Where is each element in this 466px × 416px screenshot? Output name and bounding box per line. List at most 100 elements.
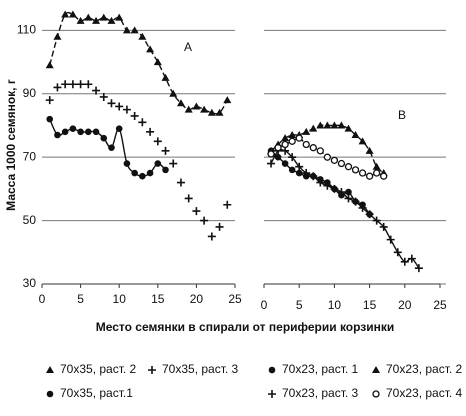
data-point — [281, 140, 289, 149]
data-point — [138, 32, 147, 40]
legend-label: 70х35, раст.1 — [60, 386, 133, 400]
legend-label: 70х35, раст. 2 — [60, 362, 137, 376]
panel-label: А — [184, 40, 192, 54]
data-point — [146, 45, 155, 53]
data-point — [76, 16, 85, 24]
data-point — [61, 10, 70, 18]
data-point — [45, 61, 54, 69]
data-point — [400, 257, 409, 266]
data-point — [46, 115, 54, 123]
data-point — [323, 153, 332, 161]
data-point — [92, 128, 100, 136]
data-point — [309, 172, 318, 181]
data-point — [68, 80, 77, 89]
trend-line — [49, 11, 228, 115]
data-point — [414, 264, 423, 273]
data-point — [337, 121, 346, 129]
trend-line — [270, 148, 420, 269]
data-point — [176, 178, 185, 187]
x-tick-label: 10 — [328, 298, 342, 312]
data-point — [379, 222, 388, 231]
data-point — [139, 172, 146, 180]
data-point — [295, 169, 303, 177]
data-point — [344, 163, 353, 171]
y-tick-label: 30 — [23, 276, 37, 290]
data-point — [99, 92, 108, 101]
data-point — [330, 184, 339, 193]
data-point — [365, 210, 374, 219]
data-point — [115, 13, 124, 21]
data-point — [267, 159, 276, 168]
data-point — [302, 169, 311, 178]
data-point — [323, 181, 332, 190]
data-point — [77, 128, 84, 136]
legend-label: 70х23, раст. 4 — [386, 386, 463, 400]
data-point — [76, 80, 85, 89]
data-point — [154, 160, 162, 167]
data-point — [215, 222, 224, 231]
data-point — [223, 96, 232, 104]
data-point — [61, 80, 70, 89]
data-point — [295, 162, 304, 171]
data-point — [330, 121, 339, 129]
x-tick-label: 5 — [77, 292, 84, 306]
data-point — [162, 166, 169, 174]
y-tick-label: 70 — [23, 149, 37, 163]
data-point — [316, 178, 325, 187]
data-point — [122, 26, 131, 34]
legend-marker — [46, 390, 54, 398]
data-point — [138, 118, 147, 127]
data-point — [281, 160, 289, 167]
data-point — [192, 102, 201, 110]
data-point — [85, 128, 92, 136]
data-point — [365, 172, 374, 180]
data-point — [84, 80, 93, 89]
data-point — [131, 169, 138, 177]
data-point — [84, 13, 93, 21]
data-point — [123, 160, 131, 167]
data-point — [184, 105, 193, 113]
data-point — [161, 73, 170, 81]
data-point — [288, 153, 297, 162]
y-tick-label: 50 — [23, 213, 37, 227]
data-point — [316, 121, 325, 129]
data-point — [146, 127, 155, 136]
data-point — [393, 248, 402, 257]
data-point — [192, 207, 201, 216]
data-point — [351, 197, 360, 206]
data-point — [372, 169, 381, 177]
data-point — [92, 16, 101, 24]
data-point — [54, 131, 61, 139]
data-point — [223, 200, 232, 209]
data-point — [153, 137, 162, 146]
data-point — [274, 153, 282, 161]
data-point — [100, 134, 108, 142]
data-point — [99, 13, 108, 21]
data-point — [351, 130, 360, 138]
legend-marker — [372, 366, 380, 373]
x-tick-label: 15 — [151, 292, 165, 306]
data-point — [68, 10, 77, 18]
legend-marker — [372, 390, 380, 398]
legend-marker — [46, 366, 54, 373]
data-point — [323, 121, 332, 129]
data-point — [200, 216, 209, 225]
data-point — [288, 130, 297, 138]
legend-label: 70х23, раст. 3 — [282, 386, 359, 400]
data-point — [107, 16, 116, 24]
data-point — [161, 146, 170, 155]
data-point — [358, 169, 367, 177]
data-point — [207, 108, 216, 116]
data-point — [122, 105, 131, 114]
data-point — [344, 194, 353, 203]
data-point — [169, 159, 178, 168]
data-point — [372, 216, 381, 225]
data-point — [302, 127, 311, 135]
data-point — [288, 166, 296, 174]
data-point — [330, 156, 339, 165]
trend-line — [49, 118, 167, 177]
legend-label: 70х23, раст. 1 — [282, 362, 359, 376]
data-point — [309, 124, 318, 132]
legend-marker — [268, 390, 276, 398]
